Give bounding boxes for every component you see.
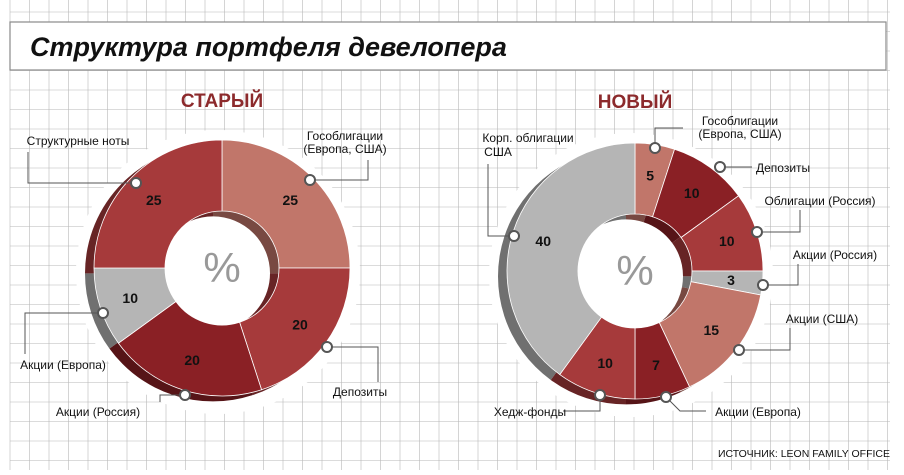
slice-value-new-3: 3 (727, 272, 735, 288)
source-note: ИСТОЧНИК: LEON FAMILY OFFICE (718, 448, 890, 460)
slice-old-2 (117, 300, 263, 397)
slice-new-7 (506, 142, 636, 376)
leader-marker-old-0 (304, 174, 316, 186)
slice-label-new-4: Акции (США) (786, 312, 859, 326)
slice-old-1 (239, 267, 351, 391)
slice-label-new-0: Гособлигации (Европа, США) (698, 114, 781, 141)
leader-line-new-4 (739, 328, 791, 351)
slice-value-new-4: 15 (703, 322, 719, 338)
slice-value-old-4: 25 (146, 192, 162, 208)
slice-label-new-7: Корп. облигации США (482, 131, 573, 159)
slice-value-old-2: 20 (184, 352, 200, 368)
leader-marker-new-7 (508, 230, 520, 242)
donut-new: НОВЫЙ 5 10 10 3 15 7 10 40% Гособлигации (Европа, … (482, 91, 877, 419)
slice-value-new-6: 10 (597, 355, 613, 371)
slice-label-old-4: Структурные ноты (27, 134, 130, 148)
title-box (9, 21, 887, 71)
slice-value-new-7: 40 (535, 233, 551, 249)
leader-line-old-2 (159, 394, 185, 402)
leader-line-old-3 (24, 312, 103, 354)
slice-old-4 (93, 139, 223, 269)
chart-title-new: НОВЫЙ (598, 91, 672, 113)
leader-marker-old-1 (321, 341, 333, 353)
title-bar: Структура портфеля девелопера (9, 21, 887, 71)
page-title: Структура портфеля девелопера (30, 32, 507, 62)
slice-label-old-2: Акции (Россия) (56, 405, 140, 419)
slice-label-new-3: Акции (Россия) (793, 248, 877, 262)
leader-line-old-4 (27, 152, 136, 184)
slice-value-new-5: 7 (652, 357, 660, 373)
slice-label-old-0: Гособлигации (Европа, США) (303, 129, 386, 156)
slice-value-old-1: 20 (292, 317, 308, 333)
slice-value-old-0: 25 (282, 192, 298, 208)
center-percent-old: % (203, 244, 240, 291)
slice-value-old-3: 10 (122, 290, 138, 306)
slice-label-new-1: Депозиты (756, 161, 810, 175)
leader-marker-old-2 (179, 389, 191, 401)
leader-line-new-7 (487, 164, 514, 237)
leader-line-old-1 (327, 346, 379, 382)
slice-label-new-5: Акции (Европа) (715, 405, 801, 419)
slice-value-new-0: 5 (646, 168, 654, 184)
slice-old-0 (221, 139, 351, 269)
slice-value-new-2: 10 (719, 233, 735, 249)
leader-marker-new-6 (594, 389, 606, 401)
leader-marker-new-0 (649, 142, 661, 154)
leader-line-new-3 (763, 264, 799, 286)
leader-line-new-5 (665, 396, 706, 412)
donut-old: СТАРЫЙ 25 20 20 10 25% Гособлигации (Европа, СШ… (20, 90, 387, 419)
slice-label-old-3: Акции (Европа) (20, 358, 106, 372)
leader-line-new-2 (757, 210, 801, 233)
leader-marker-new-5 (660, 391, 672, 403)
leader-marker-new-1 (714, 161, 726, 173)
leader-line-old-0 (310, 160, 369, 181)
leader-marker-old-3 (97, 307, 109, 319)
center-percent-new: % (616, 247, 653, 294)
leader-marker-new-4 (733, 344, 745, 356)
slice-value-new-1: 10 (684, 185, 700, 201)
slice-label-new-2: Облигации (Россия) (764, 194, 875, 208)
leader-line-new-0 (654, 127, 683, 148)
leader-marker-new-2 (751, 226, 763, 238)
slice-label-old-1: Депозиты (333, 385, 387, 399)
leader-marker-old-4 (130, 177, 142, 189)
leader-marker-new-3 (757, 279, 769, 291)
chart-title-old: СТАРЫЙ (181, 90, 263, 112)
slice-label-new-6: Хедж-фонды (494, 405, 566, 419)
